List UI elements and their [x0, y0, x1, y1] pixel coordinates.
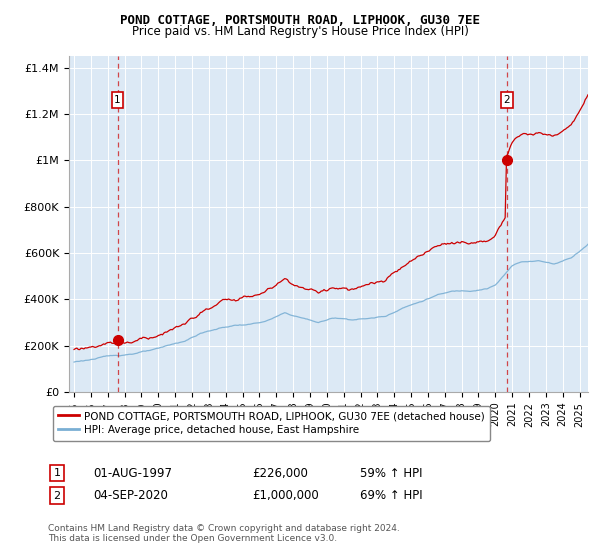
Text: 1: 1: [53, 468, 61, 478]
Text: 69% ↑ HPI: 69% ↑ HPI: [360, 489, 422, 502]
Text: 01-AUG-1997: 01-AUG-1997: [93, 466, 172, 480]
Text: 59% ↑ HPI: 59% ↑ HPI: [360, 466, 422, 480]
Text: £1,000,000: £1,000,000: [252, 489, 319, 502]
Text: 2: 2: [53, 491, 61, 501]
Text: Contains HM Land Registry data © Crown copyright and database right 2024.
This d: Contains HM Land Registry data © Crown c…: [48, 524, 400, 543]
Text: 2: 2: [503, 95, 510, 105]
Text: 1: 1: [114, 95, 121, 105]
Text: 04-SEP-2020: 04-SEP-2020: [93, 489, 168, 502]
Text: £226,000: £226,000: [252, 466, 308, 480]
Text: Price paid vs. HM Land Registry's House Price Index (HPI): Price paid vs. HM Land Registry's House …: [131, 25, 469, 38]
Text: POND COTTAGE, PORTSMOUTH ROAD, LIPHOOK, GU30 7EE: POND COTTAGE, PORTSMOUTH ROAD, LIPHOOK, …: [120, 14, 480, 27]
Legend: POND COTTAGE, PORTSMOUTH ROAD, LIPHOOK, GU30 7EE (detached house), HPI: Average : POND COTTAGE, PORTSMOUTH ROAD, LIPHOOK, …: [53, 405, 490, 441]
